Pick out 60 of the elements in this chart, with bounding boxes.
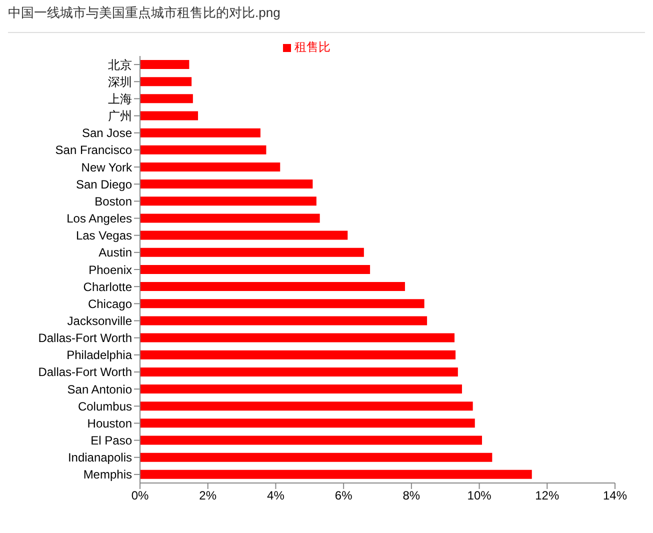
y-tick-label: 北京 (108, 58, 132, 72)
y-tick-label: Jacksonville (67, 314, 132, 328)
y-tick-label: El Paso (90, 434, 132, 448)
bar (140, 436, 482, 445)
y-tick-label: Charlotte (83, 280, 132, 294)
bar (140, 470, 532, 479)
chart-title: 中国一线城市与美国重点城市租售比的对比.png (8, 4, 645, 33)
bar (140, 350, 456, 360)
bar (140, 333, 455, 342)
y-tick-label: Los Angeles (66, 212, 132, 226)
y-tick-label: 深圳 (108, 74, 132, 89)
y-tick-label: Indianapolis (68, 450, 132, 465)
bar (140, 94, 193, 104)
bar (140, 145, 266, 154)
y-tick-label: San Antonio (67, 382, 132, 396)
bar (140, 452, 492, 462)
y-tick-label: Houston (87, 416, 132, 430)
y-tick-label: Boston (94, 194, 132, 208)
bar (140, 214, 320, 223)
x-tick-label: 12% (535, 488, 560, 503)
y-tick-label: San Diego (76, 177, 132, 192)
y-tick-label: New York (81, 160, 133, 174)
bar (140, 299, 424, 308)
bar (140, 384, 462, 394)
y-tick-label: Memphis (83, 468, 132, 482)
bar (140, 230, 348, 240)
x-tick-label: 6% (334, 488, 353, 503)
bar (140, 128, 260, 138)
x-tick-label: 0% (131, 488, 149, 503)
bar (140, 60, 190, 69)
x-tick-label: 14% (602, 488, 628, 503)
bar (140, 282, 405, 292)
x-tick-label: 10% (467, 488, 492, 503)
y-tick-label: Las Vegas (76, 228, 132, 243)
bar (140, 367, 458, 376)
legend-label: 租售比 (294, 40, 330, 54)
bar (140, 402, 473, 411)
bar (140, 77, 192, 86)
y-tick-label: San Jose (82, 126, 132, 140)
bar (140, 162, 280, 172)
x-tick-label: 4% (267, 488, 285, 503)
bar (140, 248, 364, 257)
bar (140, 316, 428, 326)
y-tick-label: Austin (98, 246, 132, 260)
y-tick-label: San Francisco (55, 143, 132, 158)
y-tick-label: Dallas-Fort Worth (38, 331, 132, 346)
bar (140, 196, 316, 206)
y-tick-label: 上海 (108, 92, 132, 106)
y-tick-label: Columbus (78, 399, 132, 414)
y-tick-label: Dallas-Fort Worth (38, 365, 132, 380)
x-tick-label: 2% (199, 488, 217, 503)
bar (140, 180, 313, 189)
y-tick-label: Philadelphia (66, 348, 132, 362)
bar (140, 418, 475, 428)
y-tick-label: Phoenix (88, 262, 132, 277)
y-tick-label: Chicago (88, 296, 132, 311)
x-tick-label: 8% (402, 488, 420, 503)
y-tick-label: 广州 (108, 109, 132, 124)
bar (140, 111, 198, 120)
bar (140, 264, 370, 274)
